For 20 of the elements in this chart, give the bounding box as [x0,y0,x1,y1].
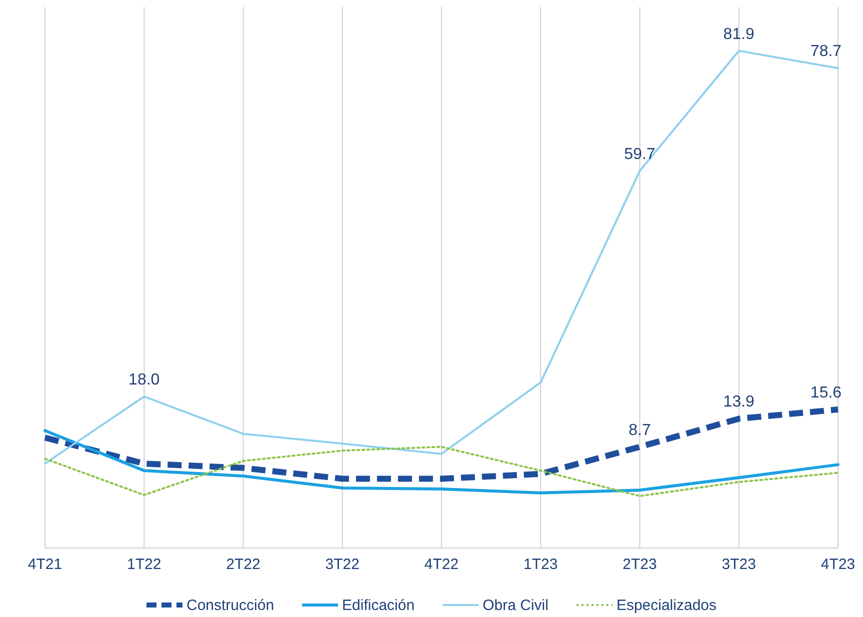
x-tick-label: 4T21 [28,556,62,573]
data-label: 13.9 [723,394,755,411]
data-label: 59.7 [624,146,656,163]
x-tick-label: 4T23 [820,556,856,573]
data-label: 81.9 [723,26,755,43]
data-label: 78.7 [810,43,842,60]
x-tick-label: 1T23 [524,556,558,573]
legend-label: Construcción [186,597,274,614]
x-tick-label: 1T22 [127,556,162,573]
x-tick-label: 3T22 [325,556,360,573]
x-tick-label: 4T22 [424,556,459,573]
data-label: 15.6 [810,384,842,402]
legend-label: Especializados [616,597,717,614]
legend-label: Edificación [342,597,415,614]
legend-label: Obra Civil [482,597,548,614]
data-label: 18.0 [128,372,160,389]
x-tick-label: 2T23 [622,556,657,573]
x-tick-label: 2T22 [226,556,260,573]
data-label: 8.7 [628,422,651,439]
x-tick-label: 3T23 [722,556,756,573]
